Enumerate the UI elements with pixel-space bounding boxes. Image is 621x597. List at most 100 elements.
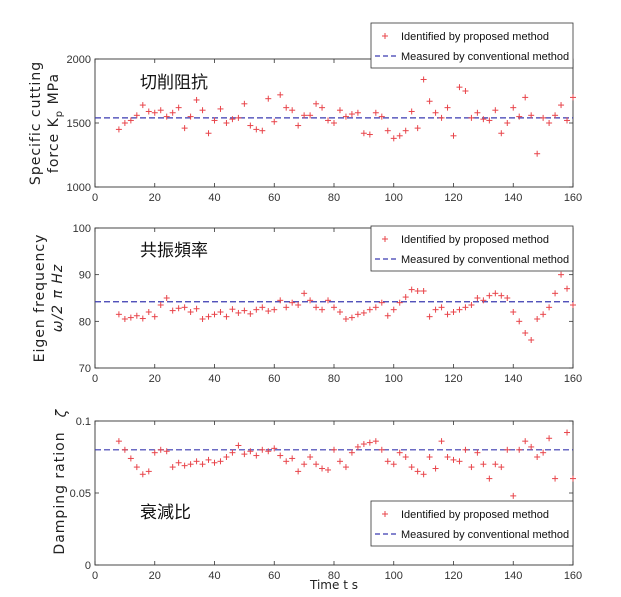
x-tick-label: 140 bbox=[504, 570, 522, 582]
x-tick-label: 40 bbox=[208, 373, 220, 385]
data-point bbox=[151, 109, 158, 116]
y-tick-label: 100 bbox=[73, 223, 91, 235]
data-point bbox=[516, 113, 523, 120]
legend-label-measured: Measured by conventional method bbox=[401, 529, 569, 541]
data-point bbox=[211, 311, 218, 318]
y-axis-symbol: ζ bbox=[54, 408, 70, 418]
legend-box bbox=[370, 22, 574, 69]
x-tick-label: 40 bbox=[208, 192, 220, 204]
legend-label-identified: Identified by proposed method bbox=[401, 509, 549, 521]
data-point bbox=[450, 309, 457, 315]
data-point bbox=[504, 295, 511, 301]
data-point bbox=[342, 316, 349, 322]
y-axis-label: Damping ration bbox=[52, 431, 68, 554]
data-point bbox=[378, 446, 385, 453]
data-point bbox=[402, 294, 409, 301]
y-tick-label: 0 bbox=[85, 560, 91, 572]
data-point bbox=[348, 449, 355, 456]
data-point bbox=[265, 308, 272, 315]
x-tick-label: 120 bbox=[444, 192, 462, 204]
data-point bbox=[546, 304, 553, 311]
data-point bbox=[498, 464, 505, 471]
data-point bbox=[307, 297, 314, 304]
data-point bbox=[432, 465, 439, 472]
data-point bbox=[313, 100, 320, 107]
data-point bbox=[366, 306, 373, 313]
x-tick-label: 0 bbox=[92, 373, 98, 385]
data-point bbox=[498, 130, 505, 137]
data-point bbox=[534, 454, 541, 460]
data-point bbox=[516, 446, 523, 453]
data-point bbox=[223, 454, 230, 460]
panels-group: 0 20 40 60 80 100 120 140 160100015002000Specifi… bbox=[28, 22, 582, 582]
data-point bbox=[127, 117, 134, 124]
x-tick-label: 100 bbox=[385, 192, 403, 204]
data-point bbox=[187, 113, 194, 120]
data-point bbox=[181, 462, 188, 469]
data-point bbox=[181, 125, 188, 132]
data-point bbox=[504, 446, 511, 453]
panel-3: 0 20 40 60 80 100 120 140 160 0 0.05 0.1 Damping rat… bbox=[52, 408, 582, 582]
data-point bbox=[462, 446, 469, 453]
data-point bbox=[277, 91, 284, 98]
data-point bbox=[366, 439, 373, 446]
data-point bbox=[420, 288, 427, 294]
data-point bbox=[217, 309, 224, 315]
y-tick-label: 70 bbox=[79, 363, 91, 375]
data-point bbox=[229, 116, 236, 123]
x-tick-label: 60 bbox=[268, 192, 280, 204]
data-point bbox=[390, 306, 397, 313]
data-point bbox=[313, 461, 320, 468]
data-point bbox=[522, 330, 529, 336]
data-point bbox=[540, 449, 547, 456]
data-point bbox=[169, 109, 176, 116]
data-point bbox=[372, 109, 379, 116]
data-point bbox=[546, 120, 553, 126]
data-point bbox=[289, 107, 296, 114]
data-point bbox=[486, 292, 493, 299]
data-point bbox=[127, 314, 134, 321]
data-point bbox=[169, 464, 176, 471]
data-point bbox=[325, 297, 332, 304]
data-point bbox=[181, 304, 188, 311]
x-tick-label: 120 bbox=[444, 373, 462, 385]
data-point bbox=[552, 112, 559, 119]
x-tick-label: 100 bbox=[385, 570, 403, 582]
legend-box bbox=[370, 500, 574, 547]
data-point bbox=[348, 111, 355, 118]
data-point bbox=[438, 438, 445, 445]
data-point bbox=[414, 288, 421, 294]
data-point bbox=[145, 468, 152, 475]
data-point bbox=[540, 114, 547, 121]
data-point bbox=[295, 302, 302, 308]
x-tick-label: 80 bbox=[328, 192, 340, 204]
data-point bbox=[522, 438, 529, 445]
data-point bbox=[259, 446, 266, 453]
data-point bbox=[199, 107, 206, 114]
x-tick-label: 120 bbox=[444, 570, 462, 582]
data-point bbox=[354, 443, 361, 450]
data-point bbox=[115, 126, 122, 133]
data-point bbox=[145, 108, 152, 115]
data-point bbox=[271, 118, 278, 125]
data-point bbox=[438, 114, 445, 121]
data-point bbox=[564, 117, 571, 124]
data-point bbox=[253, 126, 260, 133]
data-point bbox=[510, 309, 517, 315]
y-axis-label: Eigen frequency ω/2 π Hz bbox=[32, 234, 66, 363]
data-point bbox=[127, 455, 134, 462]
data-point bbox=[546, 435, 553, 442]
data-point bbox=[480, 461, 487, 468]
data-point bbox=[390, 135, 397, 142]
data-point bbox=[384, 458, 391, 465]
data-point bbox=[420, 76, 427, 83]
data-point bbox=[331, 120, 337, 126]
data-point bbox=[319, 306, 326, 313]
x-tick-label: 20 bbox=[149, 192, 161, 204]
data-point bbox=[133, 312, 140, 319]
data-point bbox=[139, 471, 146, 478]
data-point bbox=[564, 429, 571, 436]
x-tick-label: 160 bbox=[564, 192, 582, 204]
data-point bbox=[217, 105, 224, 112]
data-point bbox=[402, 454, 409, 460]
